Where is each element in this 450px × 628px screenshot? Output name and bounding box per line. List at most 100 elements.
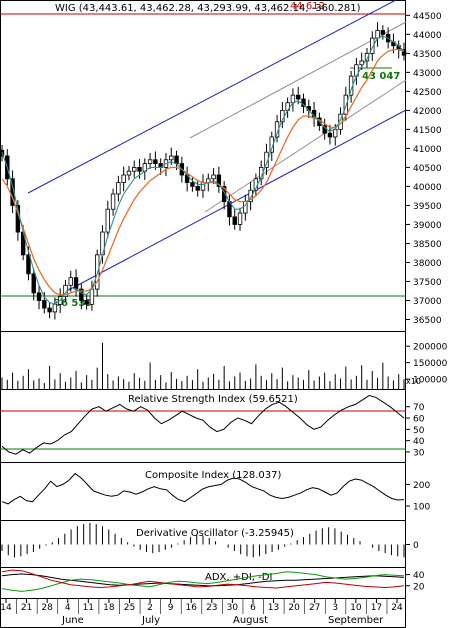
x-tick-label: 6 [250, 603, 256, 613]
candle-up [375, 30, 380, 39]
month-label-august: August [233, 615, 268, 626]
x-tick-label: 28 [41, 603, 53, 613]
candle-down [42, 300, 47, 309]
candle-up [121, 174, 126, 184]
candle-up [364, 52, 370, 62]
composite-title: Composite Index (128.037) [145, 470, 282, 481]
candle-up [116, 182, 121, 195]
price-y-tick-label: 44000 [413, 31, 442, 41]
composite-line [1, 472, 405, 505]
adx-y-tick-label: 20 [413, 582, 425, 592]
month-label-june: June [61, 615, 84, 626]
candle-up [147, 159, 153, 164]
month-label-september: September [328, 615, 384, 626]
price-y-tick-label: 41000 [413, 145, 442, 155]
price-y-tick-label: 44500 [413, 12, 442, 22]
price-y-tick-label: 38500 [413, 240, 442, 250]
channel-lower-line [64, 109, 407, 293]
candle-up [169, 155, 174, 161]
candle-down [327, 132, 333, 138]
candle-up [237, 212, 243, 225]
price-y-tick-label: 41500 [413, 126, 442, 136]
candle-down [221, 186, 227, 203]
candle-down [137, 167, 142, 172]
price-y-tick-label: 43000 [413, 69, 442, 79]
x-tick-label: 3 [332, 603, 338, 613]
x-tick-label: 27 [309, 603, 320, 613]
candle-down [47, 307, 52, 313]
price-y-tick-label: 37500 [413, 278, 442, 288]
channel-upper-line [27, 0, 397, 194]
x-tick-label: 21 [21, 603, 32, 613]
price-y-tick-label: 42500 [413, 88, 442, 98]
adx-y-tick-label: 40 [413, 571, 425, 581]
price-y-tick-label: 43500 [413, 50, 442, 60]
candle-down [195, 186, 200, 191]
candle-up [132, 167, 137, 172]
x-tick-label: 13 [268, 603, 279, 613]
rsi-y-tick-label: 50 [413, 426, 425, 436]
candle-up [52, 303, 58, 313]
candle-up [370, 37, 375, 54]
x-tick-label: 2 [147, 603, 153, 613]
candle-up [333, 128, 338, 138]
price-y-tick-label: 39000 [413, 221, 442, 231]
x-tick-label: 18 [103, 603, 115, 613]
minus-di-line [1, 569, 405, 589]
high-annotation: 44 612 [290, 1, 325, 12]
month-label-july: July [141, 615, 160, 626]
x-tick-label: 20 [288, 603, 300, 613]
candle-down [401, 49, 407, 56]
x-tick-label: 24 [391, 603, 403, 613]
candle-up [126, 170, 132, 176]
price-y-tick-label: 40000 [413, 183, 442, 193]
candle-down [216, 174, 222, 187]
candle-up [359, 60, 364, 66]
candle-down [296, 94, 301, 100]
candle-up [89, 288, 95, 305]
candle-up [290, 94, 296, 104]
low-annotation: 36 539 [54, 298, 92, 309]
x-tick-label: 4 [65, 603, 71, 613]
adx-title: ADX, +DI, -DI [205, 572, 272, 583]
price-y-tick-label: 37000 [413, 297, 442, 307]
candle-down [84, 300, 89, 305]
x-tick-label: 16 [185, 603, 197, 613]
rsi-y-tick-label: 30 [413, 448, 425, 458]
candle-down [73, 277, 79, 290]
price-y-tick-label: 42000 [413, 107, 442, 117]
x-tick-label: 25 [124, 603, 135, 613]
candle-up [110, 193, 116, 210]
volume-y-tick-label: 150000 [413, 359, 448, 369]
rsi-y-tick-label: 70 [413, 403, 425, 413]
price-chart-title: WIG (43,443.61, 43,462.28, 43,293.99, 43… [55, 3, 361, 14]
candle-up [343, 94, 349, 115]
candle-down [153, 159, 158, 164]
rsi-title: Relative Strength Index (59.6521) [128, 394, 298, 405]
rsi-line [1, 394, 405, 455]
rsi-y-tick-label: 40 [413, 437, 425, 447]
x-tick-label: 10 [350, 603, 362, 613]
ma-fast-line [1, 35, 405, 305]
volume-panel-frame [0, 331, 406, 390]
candle-up [105, 208, 110, 233]
candle-down [380, 30, 386, 35]
chart-marks: 3 6 50 0 37000 37500 38000 38500 39000 39500 40000… [0, 12, 448, 614]
candle-up [248, 189, 253, 203]
derivative-y-tick-label: 0 [413, 541, 419, 551]
composite-y-tick-label: 100 [413, 503, 430, 513]
channel-mid-upper-line [189, 21, 407, 139]
candle-down [190, 182, 195, 187]
candle-down [232, 216, 237, 225]
price-y-tick-label: 39500 [413, 202, 442, 212]
rsi-y-tick-label: 60 [413, 415, 425, 425]
x-tick-label: 9 [168, 603, 174, 613]
composite-y-tick-label: 200 [413, 481, 430, 491]
candle-down [26, 254, 31, 275]
volume-y-tick-label: 100000 [413, 376, 448, 386]
price-y-tick-label: 38000 [413, 259, 442, 269]
candle-up [68, 277, 73, 286]
candle-up [211, 174, 216, 180]
